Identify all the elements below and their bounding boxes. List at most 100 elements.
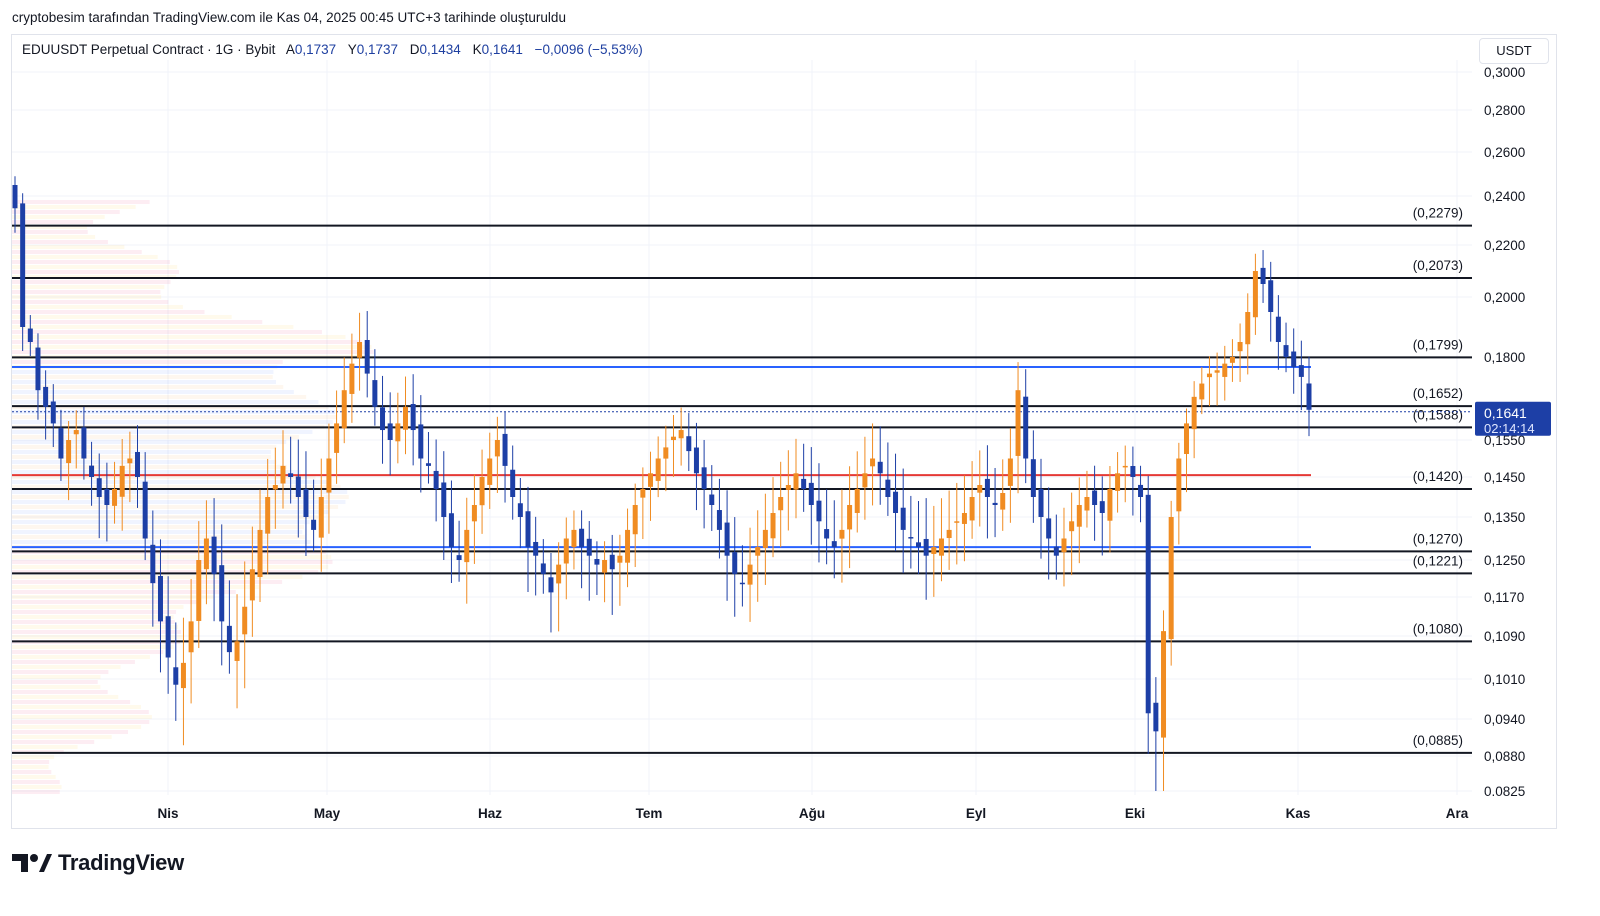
low-key: D bbox=[409, 42, 420, 57]
candle-body bbox=[27, 328, 33, 342]
volume-profile-bar bbox=[12, 610, 177, 614]
candle-body bbox=[602, 560, 608, 573]
level-label: (0,1652) bbox=[1413, 386, 1463, 401]
volume-profile-bar bbox=[12, 230, 88, 234]
candle-body bbox=[908, 537, 914, 539]
volume-profile-bar bbox=[12, 555, 332, 559]
open-value: 0,1737 bbox=[294, 42, 337, 57]
volume-profile-bar bbox=[12, 455, 271, 459]
candle-body bbox=[625, 529, 631, 563]
volume-profile-bar bbox=[12, 785, 62, 789]
candle-body bbox=[349, 363, 355, 394]
candle-body bbox=[487, 458, 493, 485]
price-tick-label: 0,2600 bbox=[1484, 145, 1525, 160]
tradingview-logo-icon bbox=[12, 854, 52, 872]
candle-body bbox=[1038, 489, 1044, 517]
volume-profile-bar bbox=[12, 280, 171, 284]
candle-body bbox=[257, 529, 263, 577]
candle-body bbox=[326, 458, 332, 493]
volume-profile-bar bbox=[12, 395, 307, 399]
candle-body bbox=[839, 529, 845, 539]
volume-profile-bar bbox=[12, 510, 329, 514]
symbol-name[interactable]: EDUUSDT Perpetual Contract · 1G · Bybit bbox=[22, 42, 276, 57]
candle-body bbox=[1076, 505, 1082, 527]
volume-profile-bar bbox=[12, 300, 169, 304]
volume-profile-bar bbox=[12, 305, 183, 309]
volume-profile-bar bbox=[12, 225, 88, 229]
candle-body bbox=[1199, 383, 1205, 400]
candle-body bbox=[854, 489, 860, 513]
candle-body bbox=[494, 440, 500, 457]
candle-body bbox=[877, 461, 883, 474]
candle-body bbox=[1283, 345, 1289, 357]
level-label: (0,2279) bbox=[1413, 206, 1463, 221]
candle-body bbox=[739, 582, 745, 585]
candle-body bbox=[142, 481, 148, 539]
volume-profile-bar bbox=[12, 370, 274, 374]
candle-body bbox=[1252, 271, 1258, 318]
candle-body bbox=[648, 473, 654, 487]
candle-body bbox=[556, 564, 562, 584]
volume-profile-bar bbox=[12, 685, 101, 689]
candle-body bbox=[1275, 316, 1281, 342]
candle-body bbox=[992, 502, 998, 505]
volume-profile-bar bbox=[12, 580, 283, 584]
tradingview-logo[interactable]: TradingView bbox=[12, 850, 184, 876]
candle-body bbox=[755, 547, 761, 556]
candle-body bbox=[1000, 493, 1006, 510]
currency-button[interactable]: USDT bbox=[1479, 38, 1549, 64]
chart-caption: cryptobesim tarafından TradingView.com i… bbox=[12, 10, 566, 25]
level-label: (0,1080) bbox=[1413, 621, 1463, 636]
candle-body bbox=[900, 507, 906, 530]
candle-body bbox=[165, 616, 171, 658]
candle-body bbox=[831, 541, 837, 548]
candle-body bbox=[188, 621, 194, 653]
high-key: Y bbox=[347, 42, 357, 57]
candle-body bbox=[801, 478, 807, 489]
candle-body bbox=[1138, 484, 1144, 497]
candle-body bbox=[364, 340, 370, 374]
level-label: (0,1270) bbox=[1413, 531, 1463, 546]
candle-body bbox=[387, 423, 393, 440]
volume-profile-bar bbox=[12, 740, 95, 744]
candle-body bbox=[1023, 396, 1029, 459]
candle-body bbox=[96, 478, 102, 497]
level-label: (0,1799) bbox=[1413, 337, 1463, 352]
volume-profile-bar bbox=[12, 600, 197, 604]
low-value: 0,1434 bbox=[419, 42, 461, 57]
candle-body bbox=[808, 482, 814, 505]
volume-profile-bar bbox=[12, 290, 161, 294]
volume-profile-bar bbox=[12, 635, 183, 639]
level-label: (0,2073) bbox=[1413, 258, 1463, 273]
candle-body bbox=[1069, 521, 1075, 532]
volume-profile-bar bbox=[12, 655, 150, 659]
time-tick-label: Eki bbox=[1125, 806, 1145, 821]
candle-body bbox=[341, 390, 347, 429]
volume-profile-bar bbox=[12, 390, 294, 394]
volume-profile-bar bbox=[12, 480, 330, 484]
candle-body bbox=[73, 430, 79, 435]
candle-body bbox=[517, 503, 523, 517]
candle-body bbox=[946, 529, 952, 539]
candle-body bbox=[410, 403, 416, 431]
volume-profile-bar bbox=[12, 295, 162, 299]
candle-body bbox=[938, 538, 944, 556]
chart-frame bbox=[11, 34, 1557, 829]
candle-body bbox=[1298, 365, 1304, 377]
volume-profile-bar bbox=[12, 465, 287, 469]
volume-profile-bar bbox=[12, 560, 333, 564]
candle-body bbox=[81, 427, 87, 459]
volume-profile-bar bbox=[12, 215, 105, 219]
high-value: 0,1737 bbox=[356, 42, 398, 57]
candle-body bbox=[219, 565, 225, 622]
price-tick-label: 0,1170 bbox=[1484, 590, 1524, 605]
volume-profile-bar bbox=[12, 245, 125, 249]
symbol-legend: EDUUSDT Perpetual Contract · 1G · Bybit … bbox=[22, 42, 643, 57]
volume-profile-bar bbox=[12, 575, 303, 579]
candle-body bbox=[778, 497, 784, 511]
candle-body bbox=[402, 406, 408, 430]
candle-body bbox=[1007, 458, 1013, 486]
level-label: (0,1588) bbox=[1413, 407, 1463, 422]
